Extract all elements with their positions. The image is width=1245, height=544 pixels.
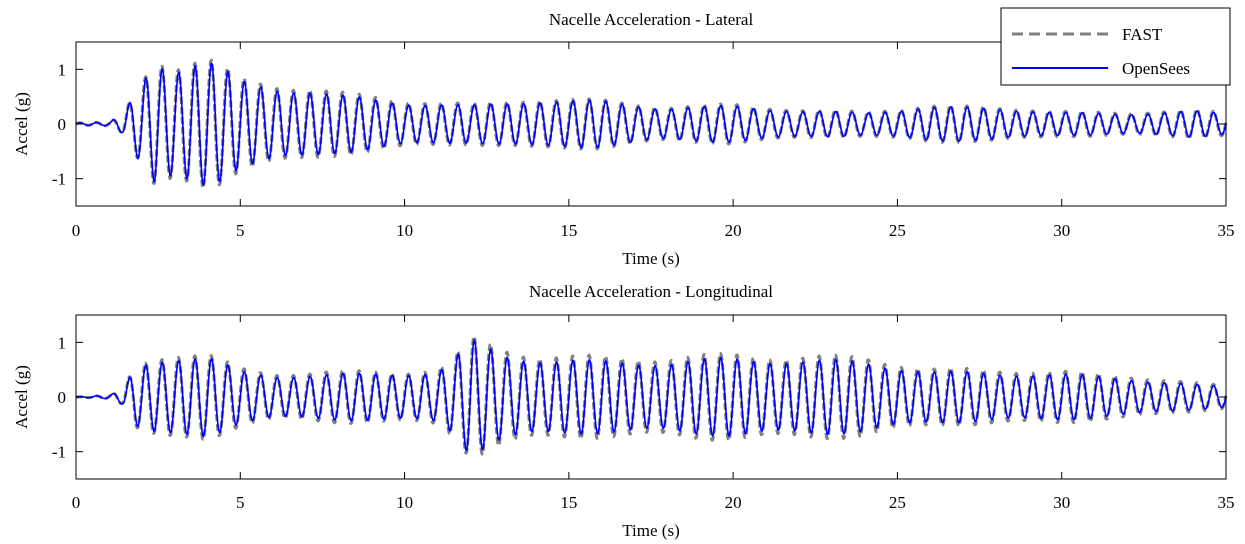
x-axis-label: Time (s) (622, 521, 679, 540)
y-axis-label: Accel (g) (12, 365, 31, 429)
y-tick-label: 1 (58, 60, 67, 79)
x-tick-label: 10 (396, 221, 413, 240)
series-line-opensees (75, 62, 1227, 186)
x-tick-label: 5 (236, 221, 245, 240)
chart-title: Nacelle Acceleration - Lateral (549, 10, 754, 29)
y-tick-label: -1 (52, 443, 66, 462)
x-tick-label: 5 (236, 493, 245, 512)
y-axis-label: Accel (g) (12, 92, 31, 156)
chart-title: Nacelle Acceleration - Longitudinal (529, 282, 773, 301)
longitudinal-panel: Nacelle Acceleration - Longitudinal 0 5 10… (12, 282, 1235, 540)
y-tick-label: 0 (58, 115, 67, 134)
x-tick-label: 15 (560, 221, 577, 240)
x-tick-label: 0 (72, 493, 81, 512)
legend: FAST OpenSees (1000, 7, 1231, 86)
x-tick-label: 30 (1053, 493, 1070, 512)
legend-box (1000, 7, 1231, 86)
y-tick-label: -1 (52, 170, 66, 189)
lateral-panel: Nacelle Acceleration - Lateral 0 5 10 15 20 2… (12, 7, 1235, 268)
x-tick-label: 25 (889, 493, 906, 512)
x-axis-label: Time (s) (622, 249, 679, 268)
legend-label-fast: FAST (1122, 25, 1163, 44)
x-tick-label: 30 (1053, 221, 1070, 240)
axis-ticks: 0 5 10 15 20 25 30 35 -1 0 1 (52, 315, 1235, 512)
axis-ticks: 0 5 10 15 20 25 30 35 -1 0 1 (52, 42, 1235, 240)
x-tick-label: 35 (1218, 493, 1235, 512)
x-tick-label: 35 (1218, 221, 1235, 240)
x-tick-label: 10 (396, 493, 413, 512)
x-tick-label: 20 (725, 221, 742, 240)
legend-label-opensees: OpenSees (1122, 59, 1190, 78)
plot-area (75, 335, 1228, 456)
plot-area (75, 58, 1228, 190)
x-tick-label: 15 (560, 493, 577, 512)
x-tick-label: 20 (725, 493, 742, 512)
x-tick-label: 25 (889, 221, 906, 240)
y-tick-label: 0 (58, 388, 67, 407)
series-line-opensees (75, 339, 1227, 452)
x-tick-label: 0 (72, 221, 81, 240)
y-tick-label: 1 (58, 333, 67, 352)
